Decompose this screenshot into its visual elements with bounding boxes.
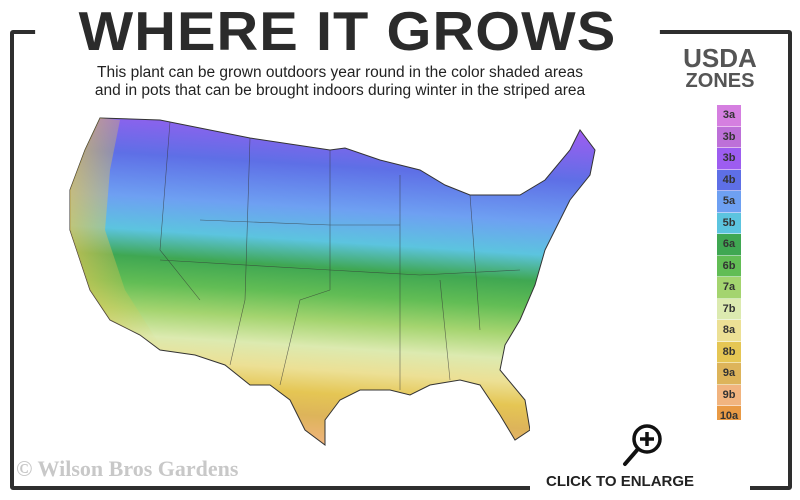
enlarge-label: CLICK TO ENLARGE xyxy=(546,473,695,490)
usda-zone-map[interactable] xyxy=(55,105,615,455)
legend-zone-8a: 8a xyxy=(717,320,741,342)
legend-title: USDA ZONES xyxy=(657,45,783,91)
subtitle: This plant can be grown outdoors year ro… xyxy=(40,64,640,100)
enlarge-button[interactable]: CLICK TO ENLARGE xyxy=(530,420,750,500)
copyright-watermark: © Wilson Bros Gardens xyxy=(16,456,239,481)
legend-zone-6b: 6b xyxy=(717,255,741,277)
legend-zone-6a: 6a xyxy=(717,234,741,256)
page-title: WHERE IT GROWS xyxy=(35,2,660,60)
legend-zone-5a: 5a xyxy=(717,191,741,213)
legend-title-line-1: USDA xyxy=(683,43,757,73)
subtitle-line-1: This plant can be grown outdoors year ro… xyxy=(97,64,583,81)
subtitle-line-2: and in pots that can be brought indoors … xyxy=(94,82,586,99)
legend-zone-9a: 9a xyxy=(717,363,741,385)
state-lines xyxy=(159,121,521,390)
legend-zone-3b: 3b xyxy=(717,148,741,170)
zone-legend: 3a3b3b4b5a5b6a6b7a7b8a8b9a9b10a10b xyxy=(717,105,741,449)
legend-zone-3b: 3b xyxy=(717,126,741,148)
us-outline xyxy=(69,117,596,446)
legend-zone-9b: 9b xyxy=(717,384,741,406)
legend-zone-5b: 5b xyxy=(717,212,741,234)
magnifier-plus-icon xyxy=(623,424,662,466)
legend-zone-3a: 3a xyxy=(717,105,741,127)
legend-zone-7a: 7a xyxy=(717,277,741,299)
legend-zone-8b: 8b xyxy=(717,341,741,363)
legend-zone-4b: 4b xyxy=(717,169,741,191)
legend-zone-7b: 7b xyxy=(717,298,741,320)
legend-title-line-2: ZONES xyxy=(685,70,755,92)
west-coast-warm-zone xyxy=(70,118,160,350)
